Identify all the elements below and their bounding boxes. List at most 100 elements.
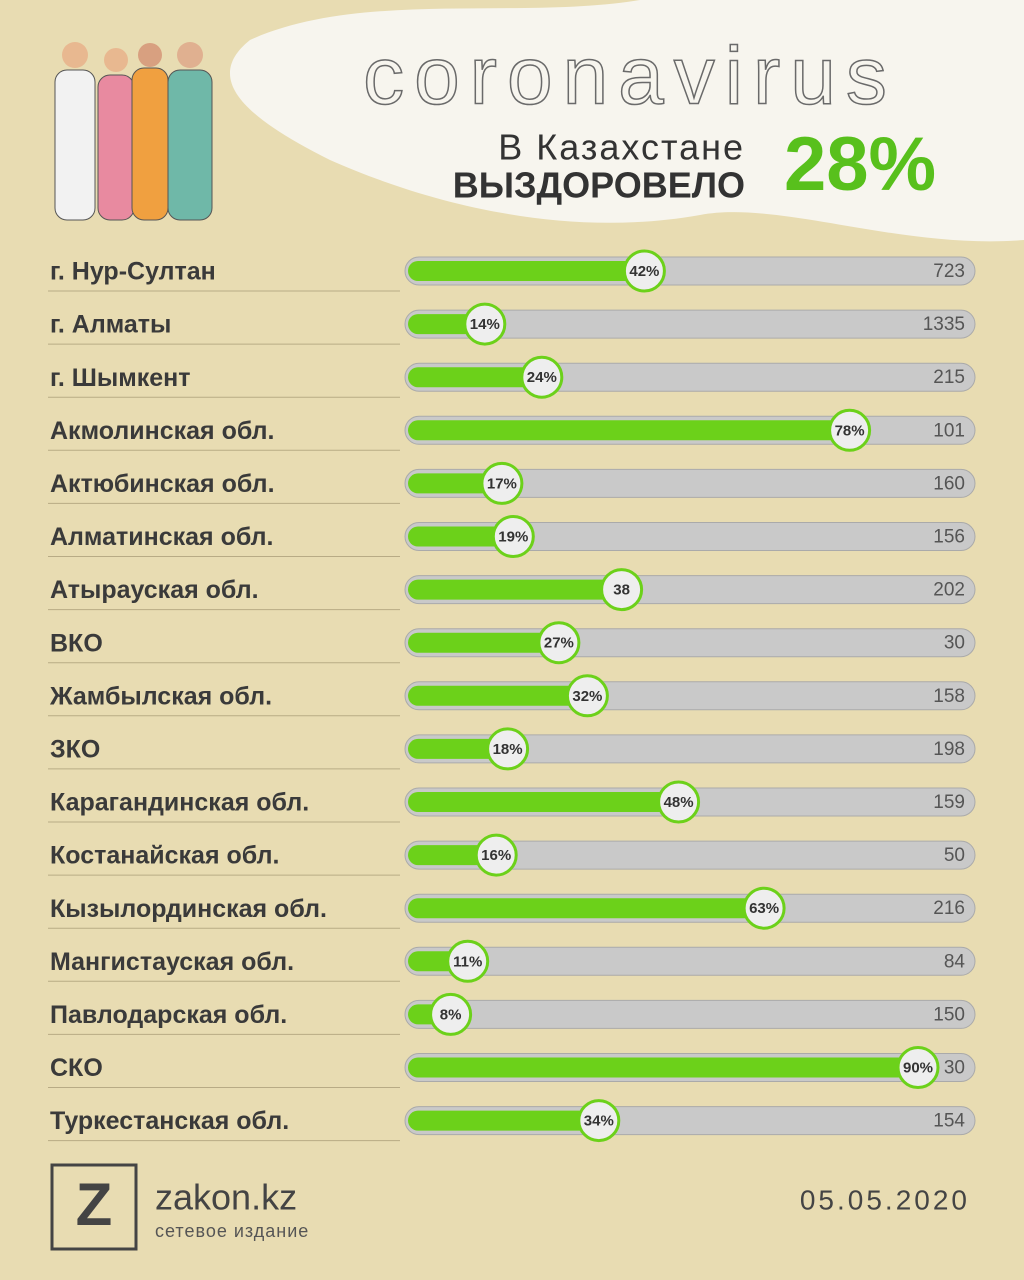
total-label: 156 (933, 527, 965, 548)
total-label: 202 (933, 580, 965, 601)
bar-track (404, 946, 976, 976)
value-label: 27% (544, 635, 574, 652)
bar (408, 420, 850, 441)
bar (408, 898, 765, 919)
subtitle-line2: ВЫЗДОРОВЕЛО (453, 165, 745, 206)
category-label: Мангистауская обл. (50, 948, 294, 976)
total-label: 1335 (923, 314, 965, 335)
value-bubble (491, 515, 535, 558)
value-bubble (446, 939, 490, 983)
value-label: 48% (664, 794, 694, 811)
bar (408, 792, 679, 812)
category-label: Актюбинская обл. (50, 470, 275, 498)
bar (408, 526, 514, 547)
bar (408, 261, 645, 281)
value-bubble (537, 621, 581, 665)
value-bubble (486, 727, 530, 771)
category-label: Костанайская обл. (50, 842, 279, 870)
value-bubble (520, 355, 564, 399)
value-bubble (565, 674, 609, 718)
bar (408, 685, 588, 706)
category-label: Кызылординская обл. (50, 895, 327, 923)
value-label: 18% (493, 741, 523, 758)
total-label: 150 (933, 1004, 965, 1025)
site-name: zakon.kz (155, 1177, 297, 1218)
bar (408, 1110, 599, 1131)
value-label: 42% (629, 263, 659, 280)
total-label: 160 (933, 473, 965, 494)
category-label: Павлодарская обл. (50, 1001, 287, 1029)
value-bubble (429, 992, 473, 1036)
category-label: г. Нур-Султан (50, 258, 216, 286)
total-label: 216 (933, 898, 965, 919)
bar (408, 579, 622, 600)
category-label: Жамбылская обл. (49, 682, 272, 710)
category-label: Атырауская обл. (50, 576, 259, 604)
subtitle-line1: В Казахстане (498, 127, 745, 168)
value-label: 78% (835, 422, 865, 439)
value-bubble (657, 780, 701, 824)
bar-track (404, 840, 976, 870)
value-bubble (474, 833, 518, 877)
headline: 28% (784, 122, 936, 207)
total-label: 101 (933, 420, 965, 441)
bar (408, 367, 542, 388)
value-label: 32% (572, 688, 602, 705)
doctors-illustration (54, 42, 213, 221)
value-bubble (742, 886, 786, 930)
total-label: 154 (933, 1111, 965, 1132)
value-bubble (622, 249, 666, 293)
value-label: 16% (481, 847, 511, 864)
category-label: Туркестанская обл. (50, 1107, 289, 1135)
title: coronavirus (363, 31, 897, 122)
site-caption: сетевое издание (155, 1221, 309, 1241)
category-label: СКО (50, 1054, 103, 1082)
value-bubble (480, 461, 524, 505)
bar (408, 1057, 918, 1078)
category-label: ЗКО (50, 736, 100, 764)
value-label: 63% (749, 900, 779, 917)
category-label: г. Шымкент (50, 364, 191, 392)
category-label: г. Алматы (50, 311, 171, 339)
category-label: Карагандинская обл. (50, 789, 309, 817)
bar-track (404, 468, 976, 498)
value-bubble (828, 408, 872, 452)
bar (408, 845, 497, 866)
value-label: 11% (453, 953, 482, 970)
value-label: 8% (440, 1006, 462, 1023)
value-label: 24% (527, 369, 557, 386)
bar-track (404, 734, 976, 764)
total-label: 723 (933, 261, 965, 282)
total-label: 159 (933, 792, 965, 813)
value-label: 38 (613, 582, 630, 599)
value-label: 17% (487, 475, 517, 492)
value-label: 19% (498, 528, 528, 545)
total-label: 215 (933, 367, 965, 388)
value-bubble (577, 1099, 621, 1143)
value-label: 14% (470, 316, 500, 333)
total-label: 158 (933, 686, 965, 707)
value-bubble (463, 302, 507, 346)
date: 05.05.2020 (800, 1184, 970, 1215)
total-label: 84 (944, 951, 966, 972)
bar-track (404, 309, 976, 339)
total-label: 50 (944, 845, 965, 866)
total-label: 198 (933, 739, 965, 760)
total-label: 30 (944, 1058, 965, 1079)
value-label: 34% (584, 1113, 614, 1130)
total-label: 30 (944, 633, 965, 654)
category-label: Акмолинская обл. (50, 417, 275, 445)
bar-track (404, 999, 976, 1029)
header-blob (230, 0, 1024, 242)
value-label: 90% (903, 1059, 933, 1076)
logo-letter: Z (76, 1171, 113, 1238)
bar (408, 738, 508, 759)
bar (408, 632, 559, 653)
category-label: Алматинская обл. (50, 523, 274, 551)
value-bubble (600, 568, 644, 612)
category-label: ВКО (50, 629, 103, 657)
bar-track (404, 522, 976, 551)
value-bubble (896, 1046, 940, 1089)
logo-box (50, 1163, 138, 1251)
